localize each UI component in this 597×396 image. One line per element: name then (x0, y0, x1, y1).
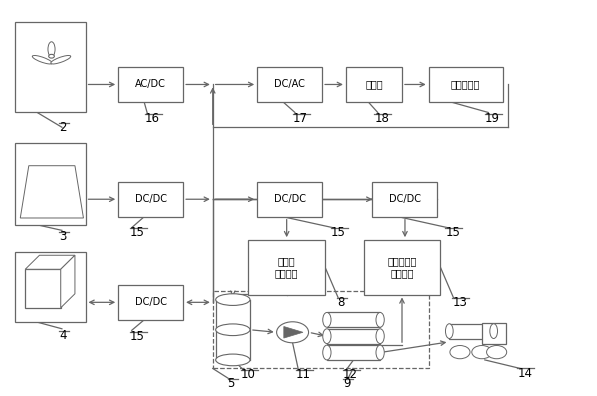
Text: 4: 4 (59, 329, 66, 342)
Text: 升压器: 升压器 (365, 80, 383, 89)
Text: DC/DC: DC/DC (389, 194, 421, 204)
Ellipse shape (48, 42, 55, 57)
Bar (482, 323, 506, 345)
Text: 19: 19 (485, 112, 500, 125)
Ellipse shape (376, 329, 384, 344)
Text: 17: 17 (293, 112, 307, 125)
Bar (364, 240, 441, 295)
Text: 氢燃料电池
发电系统: 氢燃料电池 发电系统 (387, 257, 417, 278)
Text: 10: 10 (241, 368, 256, 381)
Bar (327, 345, 380, 360)
Bar (450, 324, 494, 339)
Circle shape (487, 346, 507, 359)
Circle shape (472, 346, 492, 359)
Polygon shape (20, 166, 84, 218)
Text: 3: 3 (59, 230, 66, 244)
Ellipse shape (32, 55, 53, 64)
Text: 18: 18 (374, 112, 389, 125)
Bar (118, 67, 183, 102)
Bar (429, 67, 503, 102)
Ellipse shape (376, 312, 384, 327)
Text: 15: 15 (445, 227, 460, 240)
Bar (14, 252, 85, 322)
Text: 15: 15 (130, 227, 145, 240)
Ellipse shape (51, 55, 70, 64)
Text: 2: 2 (59, 122, 66, 134)
Text: 电解水
制氢系统: 电解水 制氢系统 (275, 257, 298, 278)
Bar (213, 291, 429, 368)
Bar (248, 240, 325, 295)
Text: 8: 8 (337, 297, 344, 310)
Text: DC/DC: DC/DC (135, 194, 167, 204)
Ellipse shape (216, 324, 250, 335)
Bar (118, 182, 183, 217)
Text: DC/DC: DC/DC (135, 297, 167, 307)
Text: 15: 15 (331, 227, 346, 240)
Bar (373, 182, 438, 217)
Bar (346, 67, 402, 102)
Bar (257, 182, 322, 217)
Ellipse shape (323, 312, 331, 327)
Ellipse shape (216, 294, 250, 305)
Circle shape (276, 322, 309, 343)
Polygon shape (61, 255, 75, 308)
Ellipse shape (376, 345, 384, 360)
Text: 9: 9 (343, 377, 350, 390)
Text: AC/DC: AC/DC (135, 80, 166, 89)
Bar (14, 143, 85, 225)
Text: DC/DC: DC/DC (273, 194, 306, 204)
Text: DC/AC: DC/AC (274, 80, 305, 89)
Bar (118, 285, 183, 320)
Text: 15: 15 (130, 329, 145, 343)
Text: 13: 13 (453, 297, 467, 310)
Polygon shape (25, 255, 75, 269)
Polygon shape (284, 327, 303, 338)
Text: 12: 12 (343, 368, 358, 381)
Circle shape (49, 54, 54, 58)
Ellipse shape (445, 324, 453, 339)
Bar (327, 312, 380, 327)
Text: 16: 16 (144, 112, 160, 125)
Text: 外电网负载: 外电网负载 (451, 80, 480, 89)
Ellipse shape (323, 329, 331, 344)
Ellipse shape (323, 345, 331, 360)
Bar (257, 67, 322, 102)
Text: 11: 11 (296, 368, 310, 381)
Ellipse shape (490, 324, 497, 339)
Bar (25, 269, 61, 308)
Circle shape (450, 346, 470, 359)
Text: 14: 14 (518, 367, 533, 379)
Ellipse shape (216, 354, 250, 366)
Text: 5: 5 (227, 377, 235, 390)
Bar (327, 329, 380, 344)
Bar (14, 22, 85, 112)
